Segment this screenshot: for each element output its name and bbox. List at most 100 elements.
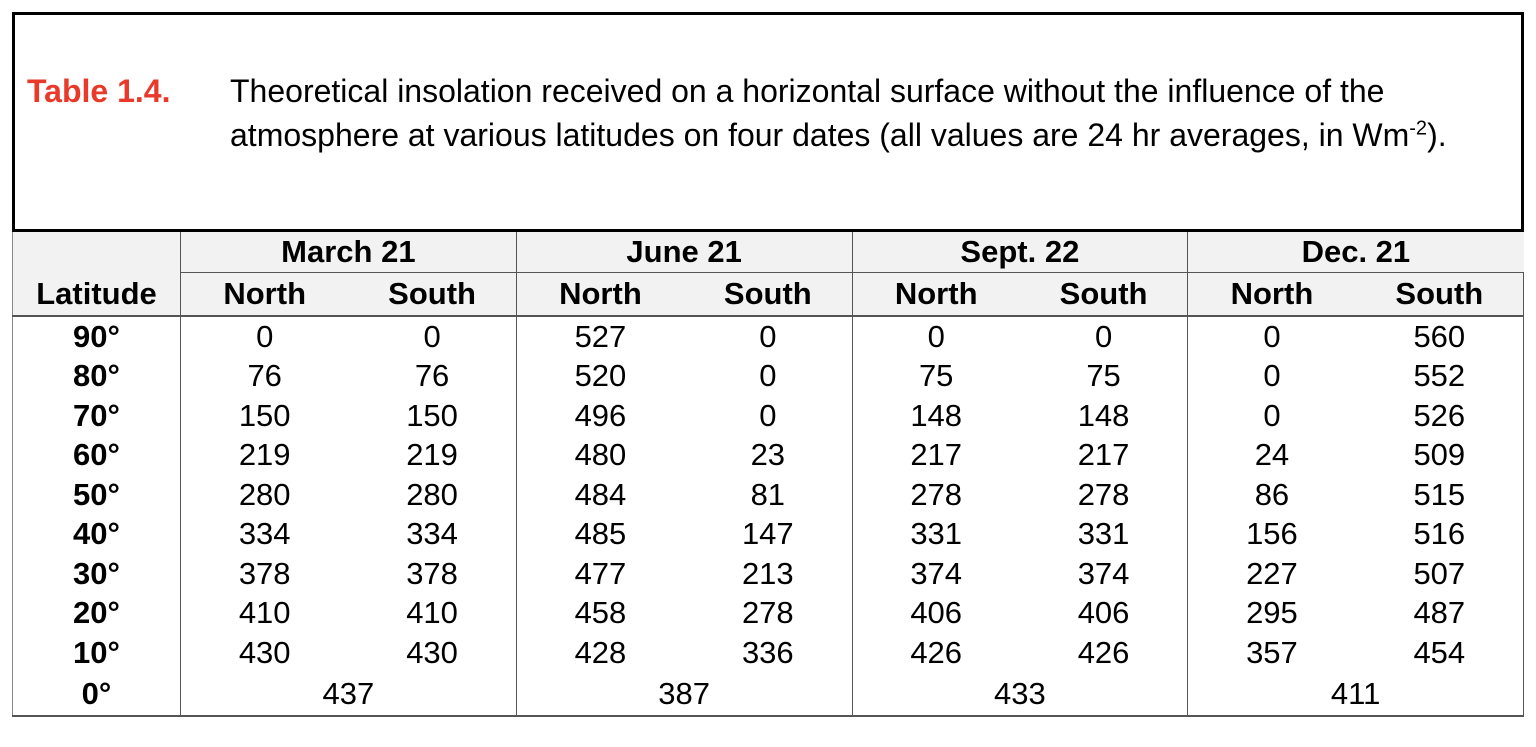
insolation-value: 374 [1019,554,1189,594]
latitude: 0° [12,672,181,717]
insolation-value: 336 [684,633,853,673]
hemisphere-header: North [180,272,349,317]
latitude: 20° [12,593,181,633]
insolation-value: 487 [1355,593,1524,633]
insolation-value: 331 [910,516,963,552]
insolation-value: 0 [684,316,853,357]
insolation-value: 515 [1355,475,1524,515]
caption-text: Theoretical insolation received on a hor… [230,69,1470,157]
insolation-value: 516 [1355,514,1524,554]
insolation-value: 527 [574,318,627,354]
latitude-header: Latitude [12,272,181,317]
insolation-value: 150 [348,396,517,436]
caption: Table 1.4. Theoretical insolation receiv… [27,69,1470,157]
header-blank [12,232,181,273]
insolation-value: 23 [684,435,853,475]
insolation-value: 278 [1019,475,1189,515]
data-row: 10° 430 430 428 336 426 426 357 454 [12,633,1524,673]
insolation-value: 81 [684,475,853,515]
insolation-value: 334 [348,514,517,554]
latitude: 60° [12,435,181,475]
hemisphere-header: North [1187,272,1356,317]
subheader-row: Latitude North South North South North South No… [12,272,1524,317]
data-row: 20° 410 410 458 278 406 406 295 487 [12,593,1524,633]
insolation-value: 147 [684,514,853,554]
insolation-value: 387 [516,672,853,717]
insolation-value: 227 [1246,555,1298,591]
date-header: Sept. 22 [851,232,1188,273]
unit-exponent: -2 [1409,117,1428,140]
insolation-value: 430 [238,634,291,670]
insolation-value: 496 [574,397,627,433]
insolation-table: March 21 June 21 Sept. 22 Dec. 21 Latitude No… [12,232,1524,717]
latitude: 70° [12,396,181,436]
insolation-value: 406 [910,595,963,631]
latitude: 50° [12,475,181,515]
insolation-value: 0 [1263,318,1281,354]
insolation-value: 437 [180,672,517,717]
insolation-value: 560 [1355,316,1524,357]
insolation-value: 334 [238,516,291,552]
insolation-value: 477 [574,555,627,591]
insolation-value: 0 [1263,358,1281,394]
caption-box: Table 1.4. Theoretical insolation receiv… [12,12,1524,232]
header-row: March 21 June 21 Sept. 22 Dec. 21 [12,232,1524,273]
insolation-value: 0 [927,318,945,354]
date-header: June 21 [515,232,852,273]
date-header: March 21 [180,232,517,273]
insolation-value: 278 [910,476,963,512]
insolation-value: 280 [348,475,517,515]
data-row: 30° 378 378 477 213 374 374 227 507 [12,554,1524,594]
insolation-value: 278 [684,593,853,633]
caption-text-main: Theoretical insolation received on a hor… [230,73,1410,153]
insolation-value: 331 [1019,514,1189,554]
insolation-value: 280 [238,476,291,512]
insolation-value: 295 [1246,595,1298,631]
insolation-value: 552 [1355,356,1524,396]
data-row: 0° 437 387 433 411 [12,672,1524,717]
data-row: 50° 280 280 484 81 278 278 86 515 [12,475,1524,515]
data-row: 60° 219 219 480 23 217 217 24 509 [12,435,1524,475]
insolation-value: 433 [852,672,1189,717]
insolation-value: 485 [574,516,627,552]
insolation-value: 156 [1246,516,1298,552]
insolation-value: 526 [1355,396,1524,436]
insolation-value: 430 [348,633,517,673]
hemisphere-header: South [684,272,853,317]
data-row: 40° 334 334 485 147 331 331 156 516 [12,514,1524,554]
insolation-value: 406 [1019,593,1189,633]
data-row: 80° 76 76 520 0 75 75 0 552 [12,356,1524,396]
latitude: 40° [12,514,181,554]
latitude: 80° [12,356,181,396]
insolation-value: 75 [918,358,954,394]
insolation-value: 454 [1355,633,1524,673]
insolation-value: 458 [574,595,627,631]
insolation-value: 0 [684,356,853,396]
insolation-value: 378 [238,555,291,591]
insolation-value: 520 [574,358,627,394]
insolation-value: 24 [1254,437,1290,473]
caption-text-end: ). [1427,117,1447,153]
insolation-value: 213 [684,554,853,594]
insolation-value: 219 [348,435,517,475]
insolation-value: 378 [348,554,517,594]
insolation-value: 219 [238,437,291,473]
latitude: 90° [12,316,181,357]
insolation-value: 426 [1019,633,1189,673]
insolation-value: 374 [910,555,963,591]
hemisphere-header: South [348,272,517,317]
hemisphere-header: South [1355,272,1524,317]
insolation-value: 0 [684,396,853,436]
date-header: Dec. 21 [1187,232,1524,273]
insolation-value: 480 [574,437,627,473]
hemisphere-header: North [852,272,1020,317]
insolation-value: 357 [1246,634,1298,670]
data-row: 70° 150 150 496 0 148 148 0 526 [12,396,1524,436]
insolation-value: 509 [1355,435,1524,475]
insolation-value: 0 [1019,316,1189,357]
insolation-value: 217 [1019,435,1189,475]
insolation-value: 484 [574,476,627,512]
insolation-value: 411 [1187,672,1524,717]
hemisphere-header: North [516,272,685,317]
